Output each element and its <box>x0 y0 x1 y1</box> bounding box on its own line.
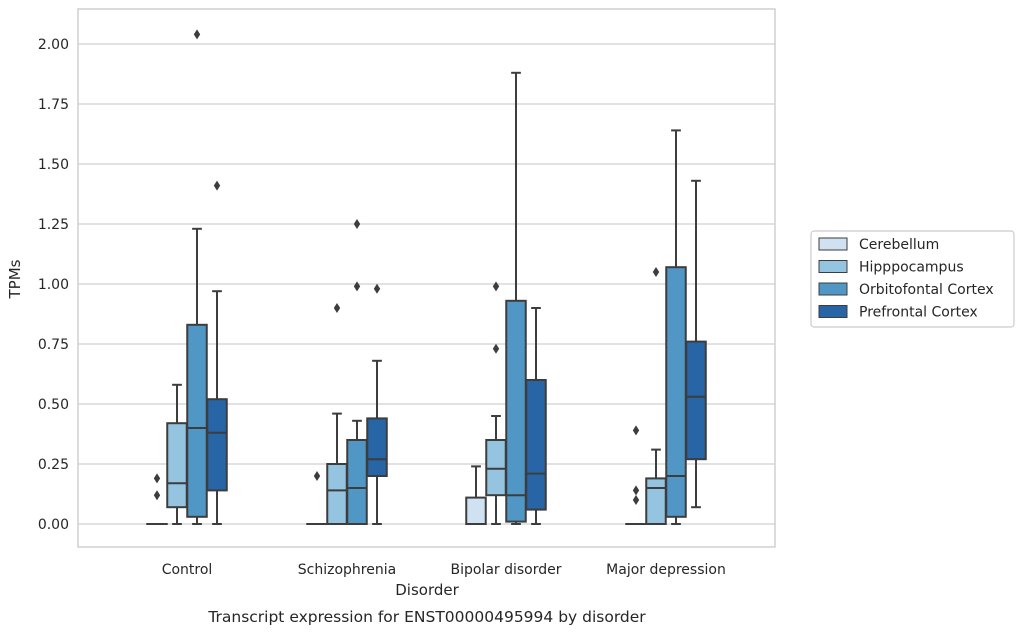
outlier-point <box>632 485 640 496</box>
outlier-point <box>353 281 361 292</box>
outlier-point <box>373 283 381 294</box>
legend-swatch <box>818 282 848 296</box>
outlier-point <box>213 180 221 191</box>
y-tick-label: 1.25 <box>38 217 69 233</box>
y-tick-label: 1.75 <box>38 97 69 113</box>
box-body <box>326 463 348 525</box>
x-axis-label: Disorder <box>395 581 459 599</box>
box-orbitofontal-cortex <box>346 219 368 525</box>
box-orbitofontal-cortex <box>505 71 527 525</box>
x-tick-label: Major depression <box>606 562 726 578</box>
box-hipppocampus <box>485 281 507 525</box>
box-body <box>206 398 228 492</box>
box-prefrontal-cortex <box>685 179 707 509</box>
outlier-point <box>353 219 361 229</box>
box-orbitofontal-cortex <box>186 29 208 525</box>
box-body <box>465 496 487 526</box>
y-tick-label: 0.25 <box>38 457 69 473</box>
plot-area-frame <box>77 8 776 548</box>
box-body <box>366 417 388 477</box>
box-cerebellum <box>465 465 487 526</box>
box-body <box>665 266 687 518</box>
box-body <box>685 340 707 461</box>
outlier-point <box>632 425 640 436</box>
x-tick-label: Control <box>162 562 213 578</box>
outlier-point <box>153 490 161 501</box>
y-tick-label: 0.50 <box>38 397 69 413</box>
legend-label: Orbitofontal Cortex <box>859 282 994 298</box>
box-body <box>525 379 547 511</box>
box-hipppocampus <box>166 383 188 525</box>
y-axis-ticks: 0.00 0.25 0.50 0.75 1.00 1.25 1.50 1.75 2.00 <box>38 37 69 533</box>
box-prefrontal-cortex <box>525 307 547 525</box>
legend-swatch <box>818 305 848 318</box>
legend: Cerebellum Hipppocampus Orbitofontal Corte… <box>810 230 1015 328</box>
outlier-point <box>492 281 500 292</box>
box-cerebellum <box>146 473 168 526</box>
box-cerebellum <box>625 425 647 526</box>
y-tick-label: 0.75 <box>38 337 69 353</box>
box-prefrontal-cortex <box>206 180 228 525</box>
legend-label: Prefrontal Cortex <box>859 305 978 321</box>
outlier-point <box>193 29 201 40</box>
y-axis-label: TPMs <box>6 259 24 299</box>
outlier-point <box>652 267 660 277</box>
outlier-point <box>153 473 161 484</box>
legend-swatch <box>818 260 848 273</box>
box-prefrontal-cortex <box>366 283 388 525</box>
x-axis-ticks: Control Schizophrenia Bipolar disorder Majo… <box>162 562 726 578</box>
box-cerebellum <box>306 471 328 526</box>
box-body <box>485 439 507 497</box>
x-tick-label: Bipolar disorder <box>450 562 561 578</box>
box-body <box>505 299 527 523</box>
legend-swatch <box>818 237 848 251</box>
box-body <box>645 477 667 525</box>
outlier-point <box>492 343 500 354</box>
x-tick-label: Schizophrenia <box>298 562 396 578</box>
y-tick-label: 1.00 <box>38 277 69 293</box>
box-hipppocampus <box>645 267 667 525</box>
y-tick-label: 1.50 <box>38 157 69 173</box>
y-tick-label: 2.00 <box>38 37 69 53</box>
legend-frame <box>810 230 1015 328</box>
box-body <box>346 439 368 525</box>
chart-caption: Transcript expression for ENST0000049599… <box>207 608 646 626</box>
legend-label: Cerebellum <box>859 237 939 253</box>
outlier-point <box>632 495 640 505</box>
outlier-point <box>333 303 341 313</box>
box-body <box>166 422 188 509</box>
outlier-point <box>313 471 321 481</box>
box-body <box>186 323 208 518</box>
box-hipppocampus <box>326 303 348 525</box>
box-orbitofontal-cortex <box>665 129 687 525</box>
y-tick-label: 0.00 <box>38 517 69 533</box>
boxes <box>146 29 707 526</box>
legend-label: Hipppocampus <box>859 260 964 276</box>
